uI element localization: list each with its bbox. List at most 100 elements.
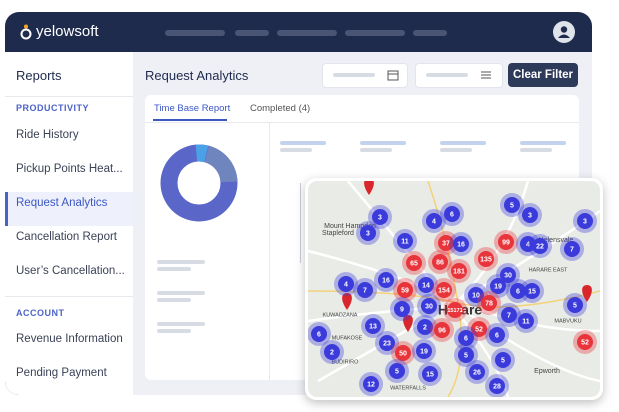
- cluster[interactable]: 86: [428, 250, 452, 274]
- cluster-count: 15: [528, 288, 536, 295]
- cluster-count: 6: [317, 331, 321, 338]
- cluster[interactable]: 22: [528, 234, 552, 258]
- cluster[interactable]: 12: [359, 372, 383, 396]
- avatar[interactable]: [553, 21, 575, 43]
- placeholder: [157, 291, 205, 295]
- cluster[interactable]: 3: [356, 221, 380, 245]
- cluster[interactable]: 14: [414, 273, 438, 297]
- cluster-count: 86: [436, 259, 444, 266]
- date-input[interactable]: [322, 63, 408, 88]
- place-label: MABVUKU: [554, 318, 581, 324]
- menu-item[interactable]: User’s Cancellation...: [16, 265, 125, 277]
- divider: [269, 123, 270, 380]
- cluster[interactable]: 9: [390, 297, 414, 321]
- cluster[interactable]: 30: [417, 294, 441, 318]
- cluster-dot: [444, 206, 460, 222]
- cluster[interactable]: 7: [560, 237, 584, 261]
- cluster[interactable]: 2: [320, 340, 344, 364]
- cluster[interactable]: 65: [402, 251, 426, 275]
- placeholder: [440, 148, 472, 152]
- placeholder: [157, 260, 205, 264]
- cluster[interactable]: 59: [393, 278, 417, 302]
- cluster[interactable]: 5: [491, 348, 515, 372]
- cluster[interactable]: 3: [518, 203, 542, 227]
- cluster[interactable]: 4: [334, 272, 358, 296]
- tab[interactable]: Time Base Report: [154, 103, 231, 114]
- cluster-dot: [520, 236, 536, 252]
- cluster[interactable]: 4: [422, 209, 446, 233]
- cluster[interactable]: 26: [465, 360, 489, 384]
- cluster[interactable]: 28: [485, 374, 509, 397]
- tab[interactable]: Completed (4): [250, 103, 311, 114]
- cluster[interactable]: 99: [494, 230, 518, 254]
- cluster-count: 52: [581, 339, 589, 346]
- cluster-dot: [567, 297, 583, 313]
- cluster-count: 3: [366, 230, 370, 237]
- cluster[interactable]: 37: [434, 231, 458, 255]
- menu-item[interactable]: Pickup Points Heat...: [16, 163, 123, 175]
- cluster-dot: [501, 307, 517, 323]
- cluster[interactable]: 181: [447, 259, 471, 283]
- cluster[interactable]: 3: [368, 205, 392, 229]
- cluster-count: 19: [494, 283, 502, 290]
- place-label: BUDIRIRO: [332, 359, 360, 365]
- cluster[interactable]: 96: [430, 318, 454, 342]
- cluster-count: 19: [420, 348, 428, 355]
- cluster-dot: [522, 207, 538, 223]
- cluster[interactable]: 52: [573, 330, 597, 354]
- cluster[interactable]: 23: [375, 331, 399, 355]
- cluster[interactable]: 16: [374, 268, 398, 292]
- menu-item[interactable]: Revenue Information: [16, 333, 123, 345]
- cluster-count: 9: [400, 306, 404, 313]
- filter-input[interactable]: [415, 63, 503, 88]
- cluster[interactable]: 5: [563, 293, 587, 317]
- cluster-dot: [416, 343, 432, 359]
- cluster[interactable]: 7: [353, 278, 377, 302]
- cluster-dot: [481, 295, 497, 311]
- menu-item[interactable]: Ride History: [16, 129, 79, 141]
- cluster[interactable]: 78: [477, 291, 501, 315]
- cluster[interactable]: 11: [393, 229, 417, 253]
- cluster[interactable]: 135: [474, 247, 498, 271]
- cluster[interactable]: 15171: [443, 298, 467, 322]
- cluster[interactable]: 7: [497, 303, 521, 327]
- cluster[interactable]: 5: [500, 193, 524, 217]
- cluster-count: 5: [573, 302, 577, 309]
- menu-item[interactable]: Request Analytics: [16, 197, 108, 209]
- cluster[interactable]: 10: [464, 283, 488, 307]
- cluster[interactable]: 16: [449, 232, 473, 256]
- cluster[interactable]: 19: [412, 339, 436, 363]
- cluster-count: 59: [401, 287, 409, 294]
- cluster[interactable]: 15: [520, 279, 544, 303]
- cluster-dot: [510, 283, 526, 299]
- cluster[interactable]: 5: [454, 343, 478, 367]
- menu-item[interactable]: Cancellation Report: [16, 231, 118, 243]
- cluster[interactable]: 15: [418, 362, 442, 386]
- cluster-count: 50: [399, 350, 407, 357]
- cluster[interactable]: 50: [391, 341, 415, 365]
- page-title: Request Analytics: [145, 68, 249, 83]
- cluster-dot: [532, 238, 548, 254]
- menu-item[interactable]: Pending Payment: [16, 367, 107, 379]
- clear-filter-button[interactable]: Clear Filter: [508, 63, 578, 87]
- cluster[interactable]: 5: [385, 359, 409, 383]
- cluster[interactable]: 13: [361, 314, 385, 338]
- cluster[interactable]: 6: [454, 326, 478, 350]
- cluster[interactable]: 11: [514, 309, 538, 333]
- placeholder: [157, 329, 191, 333]
- cluster[interactable]: 6: [506, 279, 530, 303]
- cluster-count: 7: [570, 246, 574, 253]
- cluster-dot: [490, 278, 506, 294]
- cluster[interactable]: 19: [486, 274, 510, 298]
- divider: [5, 296, 133, 297]
- cluster[interactable]: 154: [432, 278, 456, 302]
- cluster-dot: [395, 345, 411, 361]
- top-bar: yelowsoft: [5, 12, 592, 52]
- cluster[interactable]: 6: [440, 202, 464, 226]
- cluster-dot: [432, 254, 448, 270]
- cluster[interactable]: 3: [573, 209, 597, 233]
- cluster[interactable]: 2: [413, 315, 437, 339]
- cluster[interactable]: 6: [308, 322, 331, 346]
- cluster[interactable]: 6: [485, 323, 509, 347]
